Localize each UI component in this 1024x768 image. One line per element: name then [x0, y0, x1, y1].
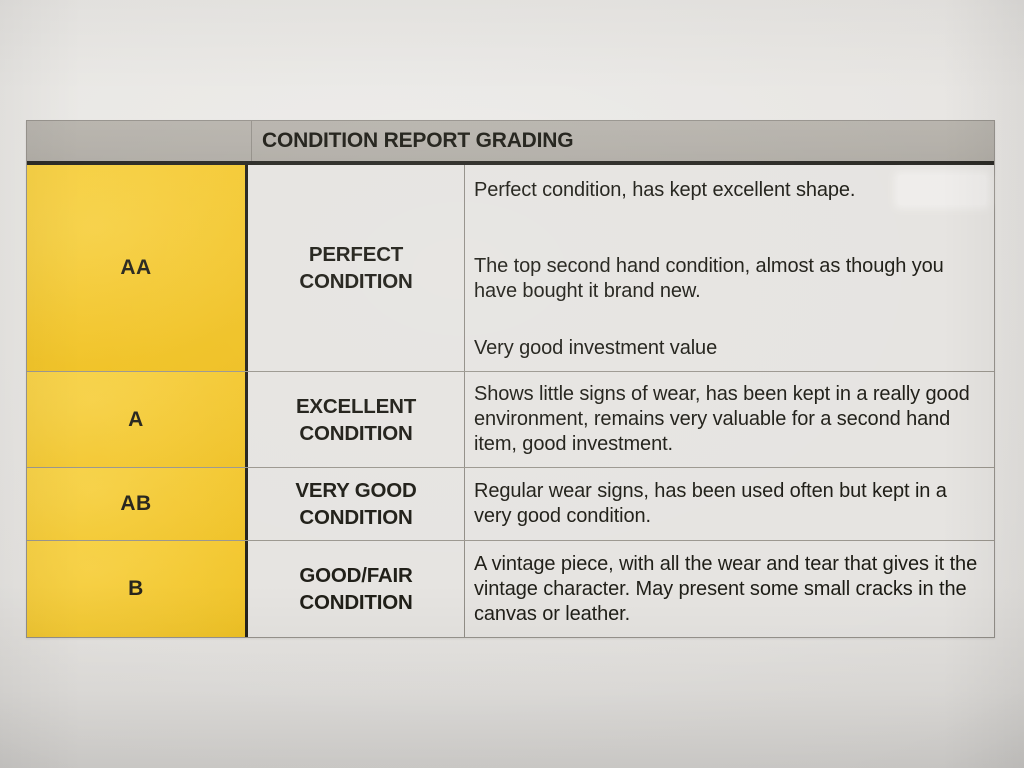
condition-label-line1: PERFECT	[308, 243, 404, 266]
description-paragraph: Perfect condition, has kept excellent sh…	[474, 179, 856, 201]
description-cell-ab: Regular wear signs, has been used often …	[465, 468, 994, 540]
description-paragraph: Regular wear signs, has been used often …	[474, 480, 947, 527]
condition-label-line2: CONDITION	[299, 591, 413, 614]
description-paragraph: The top second hand condition, almost as…	[474, 255, 944, 302]
grade-code: AA	[120, 256, 152, 279]
grade-cell-ab: AB	[27, 468, 248, 540]
condition-label-line2: CONDITION	[299, 421, 413, 445]
condition-label-line2: CONDITION	[299, 506, 413, 529]
description-paragraph: A vintage piece, with all the wear and t…	[474, 552, 978, 625]
condition-label-line2: CONDITION	[299, 270, 413, 293]
condition-label-line1: GOOD/FAIR	[299, 564, 413, 587]
table-header-title: CONDITION REPORT GRADING	[262, 129, 574, 152]
whiteout-patch	[898, 175, 986, 205]
condition-grading-table: CONDITION REPORT GRADING AA PERFECT COND…	[26, 120, 995, 638]
table-header: CONDITION REPORT GRADING	[27, 121, 994, 165]
description-paragraph: Very good investment value	[474, 337, 718, 359]
grade-cell-aa: AA	[27, 165, 248, 371]
condition-label-cell-b: GOOD/FAIR CONDITION	[248, 541, 465, 637]
table-row-a: A EXCELLENT CONDITION Shows little signs…	[27, 372, 994, 468]
description-cell-b: A vintage piece, with all the wear and t…	[465, 541, 994, 637]
condition-label-cell-aa: PERFECT CONDITION	[248, 165, 465, 371]
condition-label-cell-ab: VERY GOOD CONDITION	[248, 468, 465, 540]
grade-code: B	[128, 577, 144, 600]
table-row-ab: AB VERY GOOD CONDITION Regular wear sign…	[27, 468, 994, 541]
grade-cell-b: B	[27, 541, 248, 637]
grade-code: A	[128, 407, 144, 431]
grade-code: AB	[120, 492, 152, 515]
description-cell-a: Shows little signs of wear, has been kep…	[465, 372, 994, 467]
condition-label-cell-a: EXCELLENT CONDITION	[248, 372, 465, 467]
header-spacer	[27, 121, 252, 161]
grade-cell-a: A	[27, 372, 248, 467]
table-row-b: B GOOD/FAIR CONDITION A vintage piece, w…	[27, 541, 994, 637]
table-row-aa: AA PERFECT CONDITION Perfect condition, …	[27, 165, 994, 372]
condition-label-line1: VERY GOOD	[295, 479, 417, 502]
description-cell-aa: Perfect condition, has kept excellent sh…	[465, 165, 994, 371]
condition-label-line1: EXCELLENT	[295, 394, 417, 418]
description-paragraph: Shows little signs of wear, has been kep…	[474, 383, 970, 455]
